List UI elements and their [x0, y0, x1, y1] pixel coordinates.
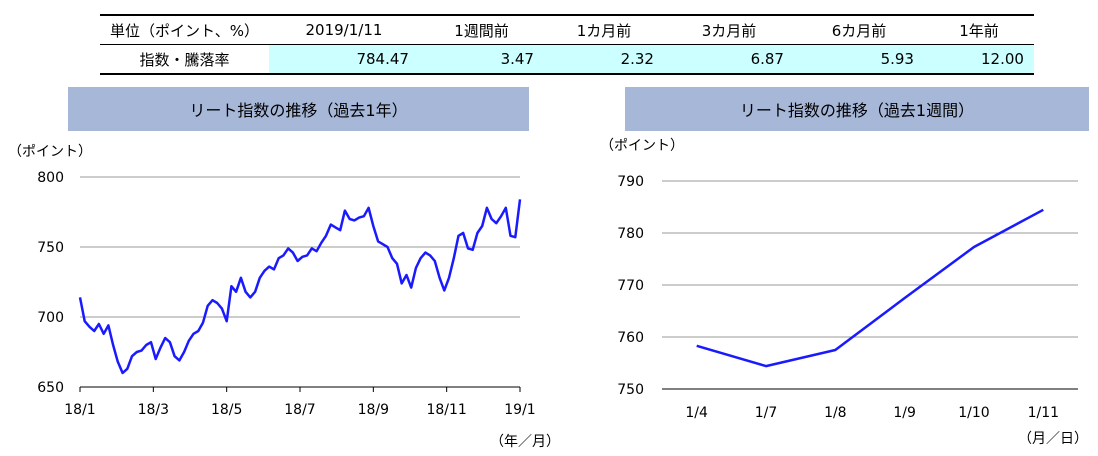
right-x-ticks: 1/4 1/7 1/8 1/9 1/10 1/11 — [685, 405, 1059, 421]
left-x-tick-label: 19/1 — [504, 402, 535, 418]
right-x-tick-label: 1/8 — [824, 405, 847, 421]
header-3month: 3カ月前 — [663, 14, 794, 45]
left-series-line — [78, 199, 522, 375]
right-y-tick-label: 790 — [617, 174, 644, 190]
summary-table: 単位（ポイント、%） 2019/1/11 1週間前 1カ月前 3カ月前 6カ月前… — [100, 14, 1034, 75]
right-x-tick-label: 1/10 — [958, 405, 989, 421]
value-3month: 6.87 — [663, 44, 794, 75]
right-series-line — [696, 208, 1044, 368]
right-x-axis-label: （月／日） — [1018, 431, 1088, 447]
summary-value-row: 指数・騰落率 784.47 3.47 2.32 6.87 5.93 12.00 — [100, 44, 1034, 75]
left-x-tick-label: 18/1 — [64, 402, 95, 418]
left-x-tick-label: 18/11 — [426, 402, 466, 418]
right-x-tick-label: 1/4 — [685, 405, 708, 421]
value-1year: 12.00 — [923, 44, 1034, 75]
left-y-tick-label: 750 — [37, 240, 64, 256]
right-y-tick-label: 780 — [617, 226, 644, 242]
left-y-tick-label: 650 — [37, 380, 64, 396]
value-1week: 3.47 — [418, 44, 544, 75]
header-date: 2019/1/11 — [268, 14, 419, 45]
right-x-tick-label: 1/9 — [893, 405, 916, 421]
chart-title-1week: リート指数の推移（過去1週間） — [625, 87, 1089, 131]
right-y-tick-label: 770 — [617, 278, 644, 294]
left-y-tick-label: 800 — [37, 170, 64, 186]
right-gridlines — [662, 180, 1078, 390]
header-1week: 1週間前 — [418, 14, 544, 45]
header-1year: 1年前 — [923, 14, 1034, 45]
left-x-tick-label: 18/7 — [284, 402, 315, 418]
right-y-tick-label: 760 — [617, 330, 644, 346]
header-1month: 1カ月前 — [543, 14, 664, 45]
header-6month: 6カ月前 — [793, 14, 924, 45]
value-1month: 2.32 — [543, 44, 664, 75]
left-x-ticks: 18/1 18/3 18/5 18/7 18/9 18/11 19/1 — [64, 387, 536, 418]
left-x-tick-label: 18/3 — [138, 402, 169, 418]
right-x-tick-label: 1/11 — [1028, 405, 1059, 421]
header-unit: 単位（ポイント、%） — [100, 14, 269, 45]
value-index: 784.47 — [268, 44, 419, 75]
value-6month: 5.93 — [793, 44, 924, 75]
chart-title-1year: リート指数の推移（過去1年） — [68, 87, 529, 131]
left-x-tick-label: 18/9 — [358, 402, 389, 418]
right-y-axis-label: （ポイント） — [600, 138, 684, 154]
left-gridlines — [80, 176, 520, 388]
right-x-tick-label: 1/7 — [755, 405, 778, 421]
row-label: 指数・騰落率 — [100, 44, 269, 75]
right-y-tick-label: 750 — [617, 382, 644, 398]
left-y-ticks: 650 700 750 800 — [37, 170, 64, 396]
summary-header-row: 単位（ポイント、%） 2019/1/11 1週間前 1カ月前 3カ月前 6カ月前… — [100, 14, 1034, 45]
right-y-ticks: 750 760 770 780 790 — [617, 174, 644, 398]
left-y-tick-label: 700 — [37, 310, 64, 326]
left-x-tick-label: 18/5 — [211, 402, 242, 418]
left-x-axis-label: （年／月） — [490, 434, 560, 450]
left-y-axis-label: （ポイント） — [8, 144, 92, 160]
